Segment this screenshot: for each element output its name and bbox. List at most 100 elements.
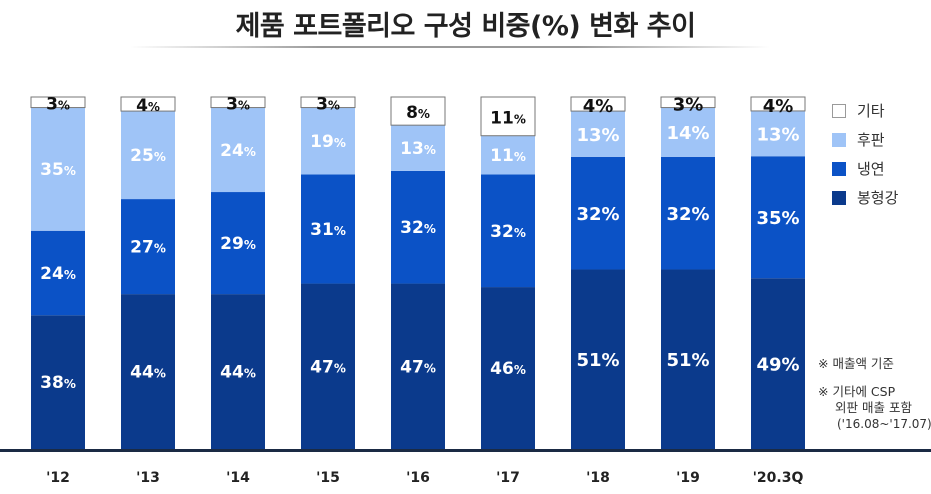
data-label-other-5: 11% xyxy=(490,108,526,128)
data-label-plate-1: 25% xyxy=(130,146,166,166)
legend-swatch-cold-rolled xyxy=(832,161,846,176)
legend-label-long-products: 봉형강 xyxy=(857,189,899,207)
data-label-other-3: 3% xyxy=(316,94,340,114)
data-label-long-products-8: 49% xyxy=(756,355,799,376)
data-label-other-2: 3% xyxy=(226,94,250,114)
note-csp-cont: 외판 매출 포함 xyxy=(835,400,912,415)
bar-cold-rolled-4 xyxy=(391,170,445,284)
bar-cold-rolled-2 xyxy=(211,192,265,295)
data-label-plate-0: 35% xyxy=(40,160,76,180)
data-label-other-4: 8% xyxy=(406,103,430,123)
x-tick-label-0: '12 xyxy=(46,470,70,486)
data-label-cold-rolled-5: 32% xyxy=(490,222,526,242)
legend-swatch-plate xyxy=(832,132,846,147)
bar-long-products-6 xyxy=(571,269,625,449)
bar-long-products-0 xyxy=(31,315,85,449)
x-tick-label-8: '20.3Q xyxy=(753,470,804,486)
legend-item-plate: 후판 xyxy=(832,125,898,154)
x-tick-label-7: '19 xyxy=(676,470,700,486)
title-underline xyxy=(130,46,770,48)
bar-plate-7 xyxy=(661,107,715,157)
legend-item-cold-rolled: 냉연 xyxy=(832,154,898,183)
bar-long-products-8 xyxy=(751,278,805,449)
bar-plate-4 xyxy=(391,125,445,171)
footnotes: ※ 매출액 기준 ※ 기타에 CSP 외판 매출 포함 ('16.08~'17.… xyxy=(818,356,931,432)
legend-item-long-products: 봉형강 xyxy=(832,183,898,212)
bar-long-products-4 xyxy=(391,283,445,449)
legend-swatch-other xyxy=(832,103,846,118)
chart-title: 제품 포트폴리오 구성 비중(%) 변화 추이 xyxy=(235,11,696,42)
bar-other-0 xyxy=(30,96,86,109)
legend-label-plate: 후판 xyxy=(857,131,885,149)
note-period: ('16.08~'17.07) xyxy=(837,417,931,431)
note-csp: ※ 기타에 CSP xyxy=(818,384,896,399)
bar-plate-5 xyxy=(481,135,535,175)
bar-long-products-2 xyxy=(211,294,265,449)
data-label-cold-rolled-8: 35% xyxy=(756,208,799,229)
bar-long-products-5 xyxy=(481,287,535,449)
bar-other-1 xyxy=(120,96,176,112)
legend-swatch-long-products xyxy=(832,190,846,205)
data-label-long-products-0: 38% xyxy=(40,373,76,393)
data-label-plate-5: 11% xyxy=(490,146,526,166)
data-label-plate-7: 14% xyxy=(666,123,709,144)
data-label-long-products-6: 51% xyxy=(576,350,619,371)
data-label-other-8: 4% xyxy=(763,96,794,117)
bar-long-products-1 xyxy=(121,294,175,449)
data-label-other-6: 4% xyxy=(583,96,614,117)
bar-other-2 xyxy=(210,96,266,109)
data-label-cold-rolled-1: 27% xyxy=(130,238,166,258)
bar-plate-6 xyxy=(571,111,625,157)
legend-label-other: 기타 xyxy=(857,102,885,120)
bar-cold-rolled-1 xyxy=(121,199,175,295)
data-label-cold-rolled-0: 24% xyxy=(40,264,76,284)
data-label-cold-rolled-3: 31% xyxy=(310,220,346,240)
data-label-long-products-3: 47% xyxy=(310,357,346,377)
data-label-long-products-1: 44% xyxy=(130,363,166,383)
data-label-plate-3: 19% xyxy=(310,132,346,152)
bar-plate-1 xyxy=(121,111,175,200)
bar-other-4 xyxy=(390,96,446,126)
x-tick-label-6: '18 xyxy=(586,470,610,486)
bar-cold-rolled-6 xyxy=(571,156,625,270)
data-label-plate-4: 13% xyxy=(400,139,436,159)
x-axis-line xyxy=(0,449,931,452)
bar-plate-3 xyxy=(301,107,355,175)
bar-other-3 xyxy=(300,96,356,109)
data-label-long-products-5: 46% xyxy=(490,359,526,379)
x-tick-label-4: '16 xyxy=(406,470,430,486)
x-tick-label-2: '14 xyxy=(226,470,250,486)
bar-other-7 xyxy=(660,96,716,109)
bar-cold-rolled-3 xyxy=(301,174,355,284)
bar-other-8 xyxy=(750,96,806,112)
data-label-plate-2: 24% xyxy=(220,141,256,161)
data-label-cold-rolled-2: 29% xyxy=(220,234,256,254)
bar-cold-rolled-0 xyxy=(31,230,85,316)
data-label-other-1: 4% xyxy=(136,96,160,116)
bar-long-products-3 xyxy=(301,283,355,449)
legend: 기타 후판 냉연 봉형강 xyxy=(832,96,898,212)
data-label-plate-6: 13% xyxy=(576,125,619,146)
data-label-cold-rolled-4: 32% xyxy=(400,218,436,238)
data-label-cold-rolled-7: 32% xyxy=(666,204,709,225)
data-label-long-products-4: 47% xyxy=(400,357,436,377)
data-label-long-products-7: 51% xyxy=(666,350,709,371)
note-basis: ※ 매출액 기준 xyxy=(818,356,894,371)
bar-cold-rolled-5 xyxy=(481,174,535,288)
x-tick-label-5: '17 xyxy=(496,470,520,486)
data-label-long-products-2: 44% xyxy=(220,363,256,383)
data-label-other-0: 3% xyxy=(46,94,70,114)
bar-plate-8 xyxy=(751,110,805,157)
bar-cold-rolled-7 xyxy=(661,156,715,270)
bar-other-5 xyxy=(480,96,536,137)
x-tick-label-1: '13 xyxy=(136,470,160,486)
data-label-other-7: 3% xyxy=(673,94,704,115)
legend-item-other: 기타 xyxy=(832,96,898,125)
bar-other-6 xyxy=(570,96,626,112)
data-label-plate-8: 13% xyxy=(756,125,799,146)
bar-plate-2 xyxy=(211,107,265,193)
bar-plate-0 xyxy=(31,107,85,231)
bar-cold-rolled-8 xyxy=(751,156,805,279)
x-tick-label-3: '15 xyxy=(316,470,340,486)
